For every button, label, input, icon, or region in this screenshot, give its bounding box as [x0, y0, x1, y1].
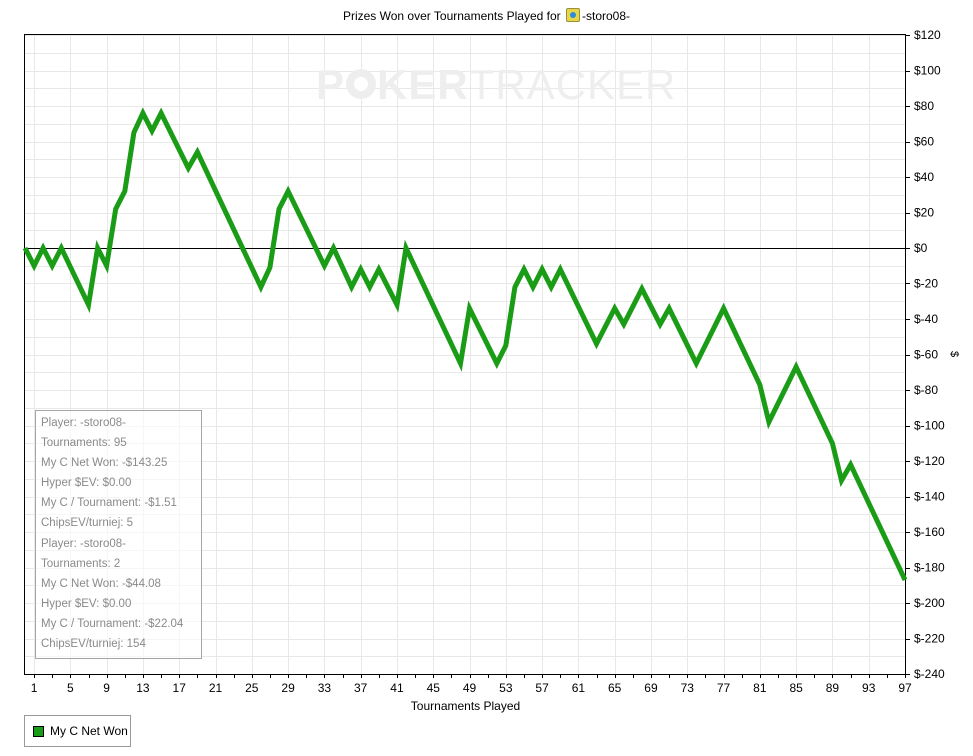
- y-tick-label: $-120: [914, 454, 945, 468]
- x-tick-label: 57: [535, 681, 549, 695]
- x-tick-label: 65: [608, 681, 622, 695]
- x-tick-label: 29: [281, 681, 295, 695]
- y-tick-label: $-160: [914, 525, 945, 539]
- stats-line: Player: -storo08-: [41, 417, 127, 429]
- y-tick-label: $-240: [914, 667, 945, 681]
- watermark-text-ker: KER: [377, 61, 469, 108]
- chart-title: Prizes Won over Tournaments Played for -…: [0, 8, 973, 23]
- poker-tracker-watermark: P KERTRACKER: [316, 61, 676, 108]
- chart-title-text: Prizes Won over Tournaments Played for: [342, 9, 561, 23]
- x-tick-label: 89: [826, 681, 840, 695]
- stats-line: Hyper $EV: $0.00: [41, 597, 132, 610]
- legend-label: My C Net Won: [50, 724, 128, 738]
- y-tick-label: $-180: [914, 561, 945, 575]
- x-axis-ticks: 1 5 9 13 17 21 25 29 33 37 41 45 49 53 57 61 65 69 73 77 81 8…: [31, 674, 912, 695]
- x-tick-label: 13: [136, 681, 150, 695]
- y-tick-label: $-80: [914, 383, 938, 397]
- x-tick-label: 49: [463, 681, 477, 695]
- stats-line: My C / Tournament: -$1.51: [41, 497, 177, 510]
- plot-area: P KERTRACKER $120 $100 $80 $60 $40 $20 $0 $-20 $-…: [22, 28, 945, 695]
- stats-line: My C Net Won: -$44.08: [41, 577, 161, 590]
- x-tick-label: 21: [209, 681, 223, 695]
- y-tick-label: $-100: [914, 419, 945, 433]
- x-tick-label: 5: [67, 681, 74, 695]
- y-tick-label: $-200: [914, 596, 945, 610]
- y-axis-ticks: $120 $100 $80 $60 $40 $20 $0 $-20 $-40 $-60 $-80 $-…: [905, 28, 945, 681]
- x-tick-label: 69: [644, 681, 658, 695]
- x-tick-label: 9: [103, 681, 110, 695]
- stats-line: Tournaments: 2: [41, 557, 121, 570]
- plot-frame: [24, 34, 906, 675]
- y-tick-label: $-20: [914, 277, 938, 291]
- x-tick-label: 33: [318, 681, 332, 695]
- watermark-text-tracker: TRACKER: [469, 61, 677, 108]
- player-flag-icon: [565, 8, 580, 22]
- x-tick-label: 1: [31, 681, 38, 695]
- x-tick-label: 45: [427, 681, 441, 695]
- x-tick-label: 97: [898, 681, 912, 695]
- y-tick-label: $-40: [914, 312, 938, 326]
- series-lines: [22, 107, 908, 581]
- x-tick-label: 17: [173, 681, 187, 695]
- y-tick-label: $-60: [914, 348, 938, 362]
- stats-line: ChipsEV/turniej: 5: [41, 517, 134, 530]
- y-tick-label: $40: [914, 170, 934, 184]
- x-tick-label: 81: [753, 681, 767, 695]
- watermark-text-p: P: [316, 61, 345, 108]
- x-axis-label: Tournaments Played: [410, 699, 521, 713]
- y-tick-label: $0: [914, 241, 928, 255]
- x-tick-label: 53: [499, 681, 513, 695]
- stats-line: My C / Tournament: -$22.04: [41, 617, 184, 630]
- y-tick-label: $120: [914, 28, 941, 42]
- stats-line: My C Net Won: -$143.25: [41, 457, 168, 470]
- player-stats-box: Player: -storo08- Tournaments: 95 My C Net…: [35, 410, 202, 659]
- stats-line: Player: -storo08-: [41, 537, 127, 550]
- y-tick-label: $80: [914, 99, 934, 113]
- legend-swatch: [33, 725, 44, 737]
- y-tick-label: $60: [914, 135, 934, 149]
- stats-line: Tournaments: 95: [41, 437, 127, 450]
- x-tick-label: 93: [862, 681, 876, 695]
- poker-chip-inner-icon: [354, 77, 368, 91]
- y-tick-label: $100: [914, 64, 941, 78]
- x-tick-label: 85: [789, 681, 803, 695]
- x-tick-label: 37: [354, 681, 368, 695]
- y-tick-label: $20: [914, 206, 934, 220]
- y-tick-label: $-140: [914, 490, 945, 504]
- y-tick-label: $-220: [914, 632, 945, 646]
- x-tick-label: 41: [390, 681, 404, 695]
- x-tick-label: 73: [681, 681, 695, 695]
- x-tick-label: 77: [717, 681, 731, 695]
- stats-line: Hyper $EV: $0.00: [41, 477, 132, 490]
- x-tick-label: 61: [572, 681, 586, 695]
- y-axis-label: $: [948, 350, 961, 358]
- chart-title-player: -storo08-: [581, 9, 631, 23]
- stats-line: ChipsEV/turniej: 154: [41, 638, 146, 651]
- legend[interactable]: My C Net Won: [24, 715, 131, 747]
- x-tick-label: 25: [245, 681, 259, 695]
